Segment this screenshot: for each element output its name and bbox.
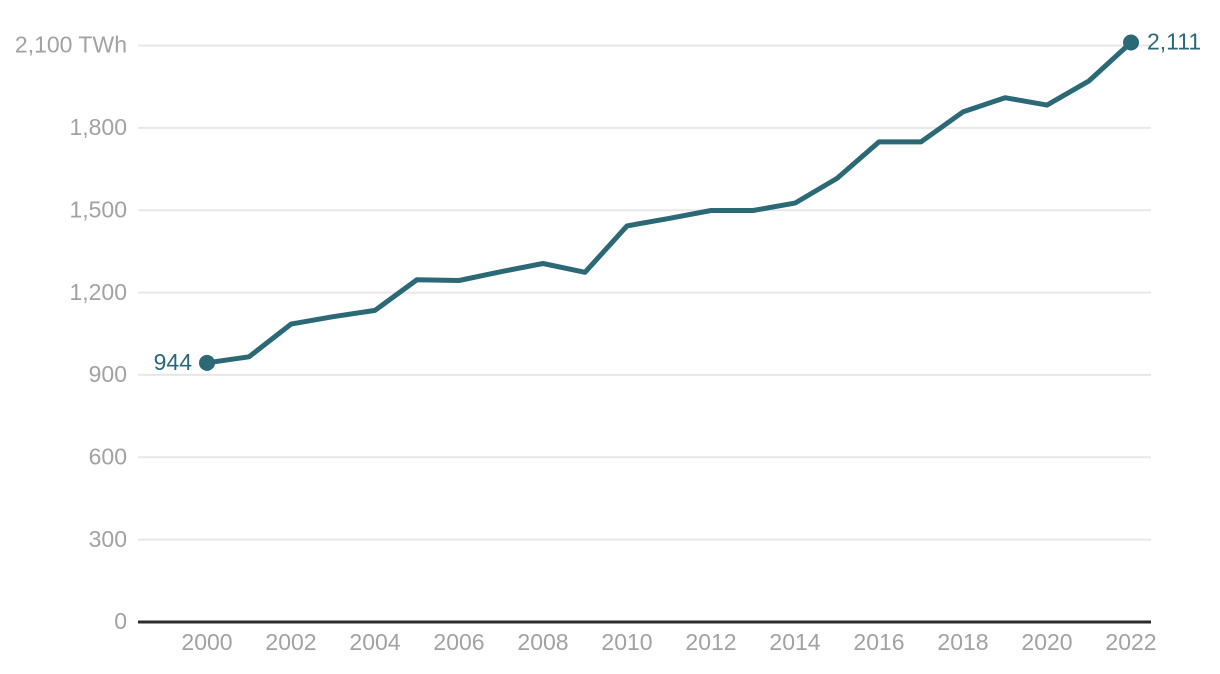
x-tick-label: 2020 xyxy=(1021,629,1072,655)
y-tick-label: 1,800 xyxy=(69,114,127,140)
x-tick-label: 2004 xyxy=(349,629,400,655)
x-tick-label: 2016 xyxy=(853,629,904,655)
series-line xyxy=(204,40,1134,366)
x-tick-label: 2010 xyxy=(601,629,652,655)
x-tick-label: 2022 xyxy=(1105,629,1156,655)
start-point-label: 944 xyxy=(154,349,193,375)
start-point-dot xyxy=(199,354,215,371)
end-point-label: 2,111 xyxy=(1147,29,1201,55)
y-tick-label: 900 xyxy=(89,361,127,387)
y-tick-label: 1,500 xyxy=(69,196,127,222)
end-point-dot xyxy=(1123,34,1139,51)
y-tick-label: 2,100 TWh xyxy=(15,32,127,58)
x-tick-label: 2000 xyxy=(181,629,232,655)
x-tick-label: 2012 xyxy=(685,629,736,655)
y-tick-label: 300 xyxy=(89,526,127,552)
x-tick-label: 2002 xyxy=(265,629,316,655)
y-tick-label: 1,200 xyxy=(69,279,127,305)
y-tick-label: 0 xyxy=(114,608,127,634)
x-tick-label: 2018 xyxy=(937,629,988,655)
y-tick-label: 600 xyxy=(89,444,127,470)
x-tick-label: 2006 xyxy=(433,629,484,655)
x-tick-label: 2014 xyxy=(769,629,820,655)
x-tick-label: 2008 xyxy=(517,629,568,655)
